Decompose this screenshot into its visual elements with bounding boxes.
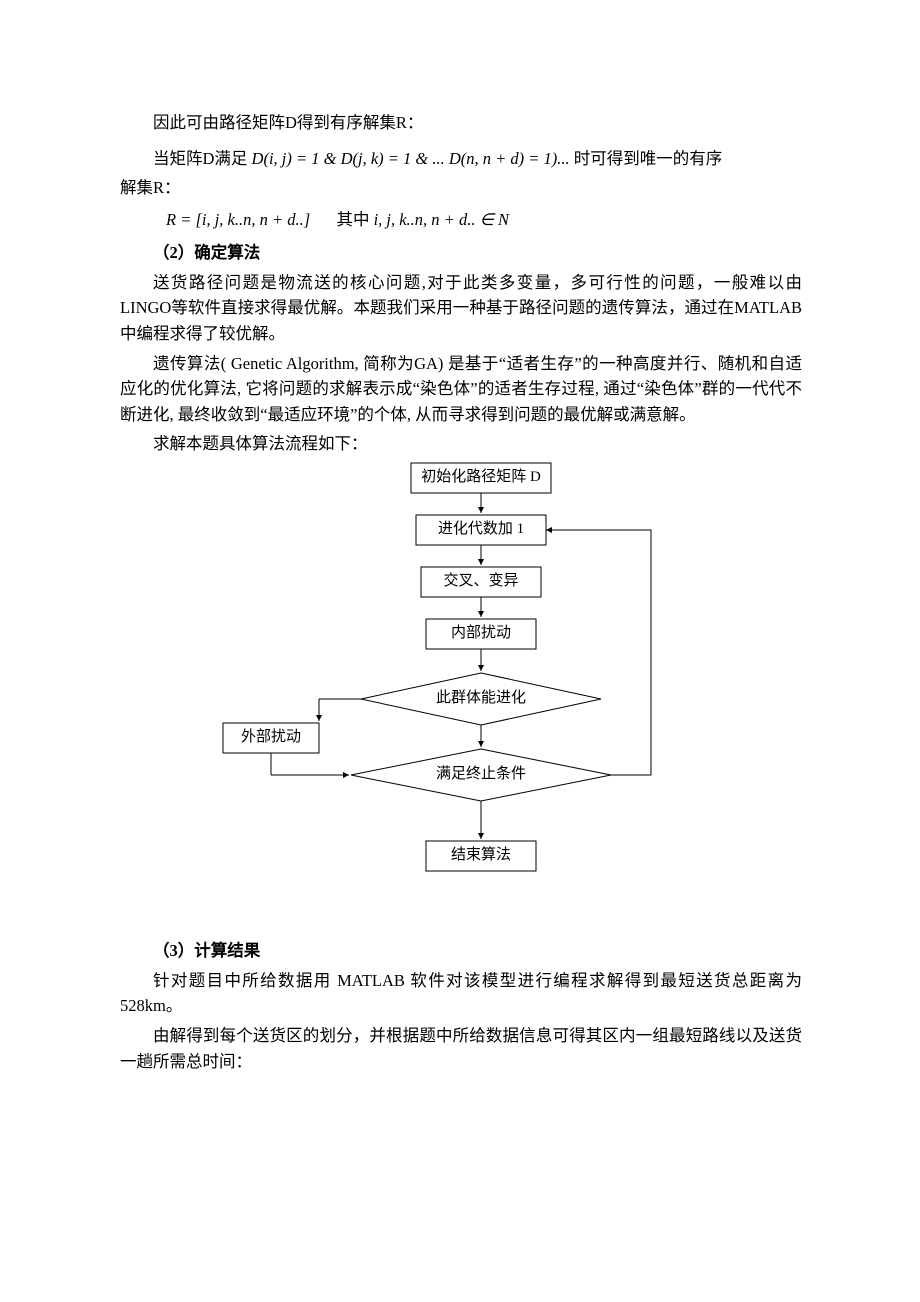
flowchart: 初始化路径矩阵 D 进化代数加 1 交叉、变异 内部扰动 此群体能进化 外部扰动…: [221, 461, 701, 939]
flow-node-inner: 内部扰动: [426, 619, 536, 649]
paragraph-6: 针对题目中所给数据用 MATLAB 软件对该模型进行编程求解得到最短送货总距离为…: [120, 968, 802, 1019]
paragraph-3: 送货路径问题是物流送的核心问题,对于此类多变量，多可行性的问题，一般难以由LIN…: [120, 270, 802, 347]
heading-3: （3）计算结果: [120, 938, 802, 964]
paragraph-condition-cont: 解集R：: [120, 175, 802, 201]
formula-R-left: R = [i, j, k..n, n + d..]: [166, 210, 310, 229]
paragraph-4: 遗传算法( Genetic Algorithm, 简称为GA) 是基于“适者生存…: [120, 351, 802, 428]
flow-diamond-term: 满足终止条件: [351, 749, 611, 801]
text-prefix: 当矩阵D满足: [153, 149, 247, 168]
formula-R: R = [i, j, k..n, n + d..] 其中 i, j, k..n,…: [166, 207, 802, 233]
heading-2: （2）确定算法: [120, 240, 802, 266]
flow-node-init: 初始化路径矩阵 D: [411, 463, 551, 493]
paragraph-7: 由解得到每个送货区的划分，并根据题中所给数据信息可得其区内一组最短路线以及送货一…: [120, 1023, 802, 1074]
flow-node-gen: 进化代数加 1: [416, 515, 546, 545]
text-suffix: 时可得到唯一的有序: [574, 149, 723, 168]
flow-node-external: 外部扰动: [223, 723, 319, 753]
formula-R-cn: 其中: [336, 210, 369, 229]
flow-node-cross: 交叉、变异: [421, 567, 541, 597]
paragraph-condition: 当矩阵D满足 D(i, j) = 1 & D(j, k) = 1 & ... D…: [120, 146, 802, 172]
flow-diamond-evolve: 此群体能进化: [361, 673, 601, 725]
formula-d-condition: D(i, j) = 1 & D(j, k) = 1 & ... D(n, n +…: [252, 149, 570, 168]
document-page: 因此可由路径矩阵D得到有序解集R： 当矩阵D满足 D(i, j) = 1 & D…: [0, 0, 920, 1278]
paragraph-intro: 因此可由路径矩阵D得到有序解集R：: [120, 110, 802, 136]
flow-node-end: 结束算法: [426, 841, 536, 871]
formula-R-right: i, j, k..n, n + d.. ∈ N: [374, 210, 510, 229]
paragraph-5: 求解本题具体算法流程如下：: [120, 431, 802, 457]
